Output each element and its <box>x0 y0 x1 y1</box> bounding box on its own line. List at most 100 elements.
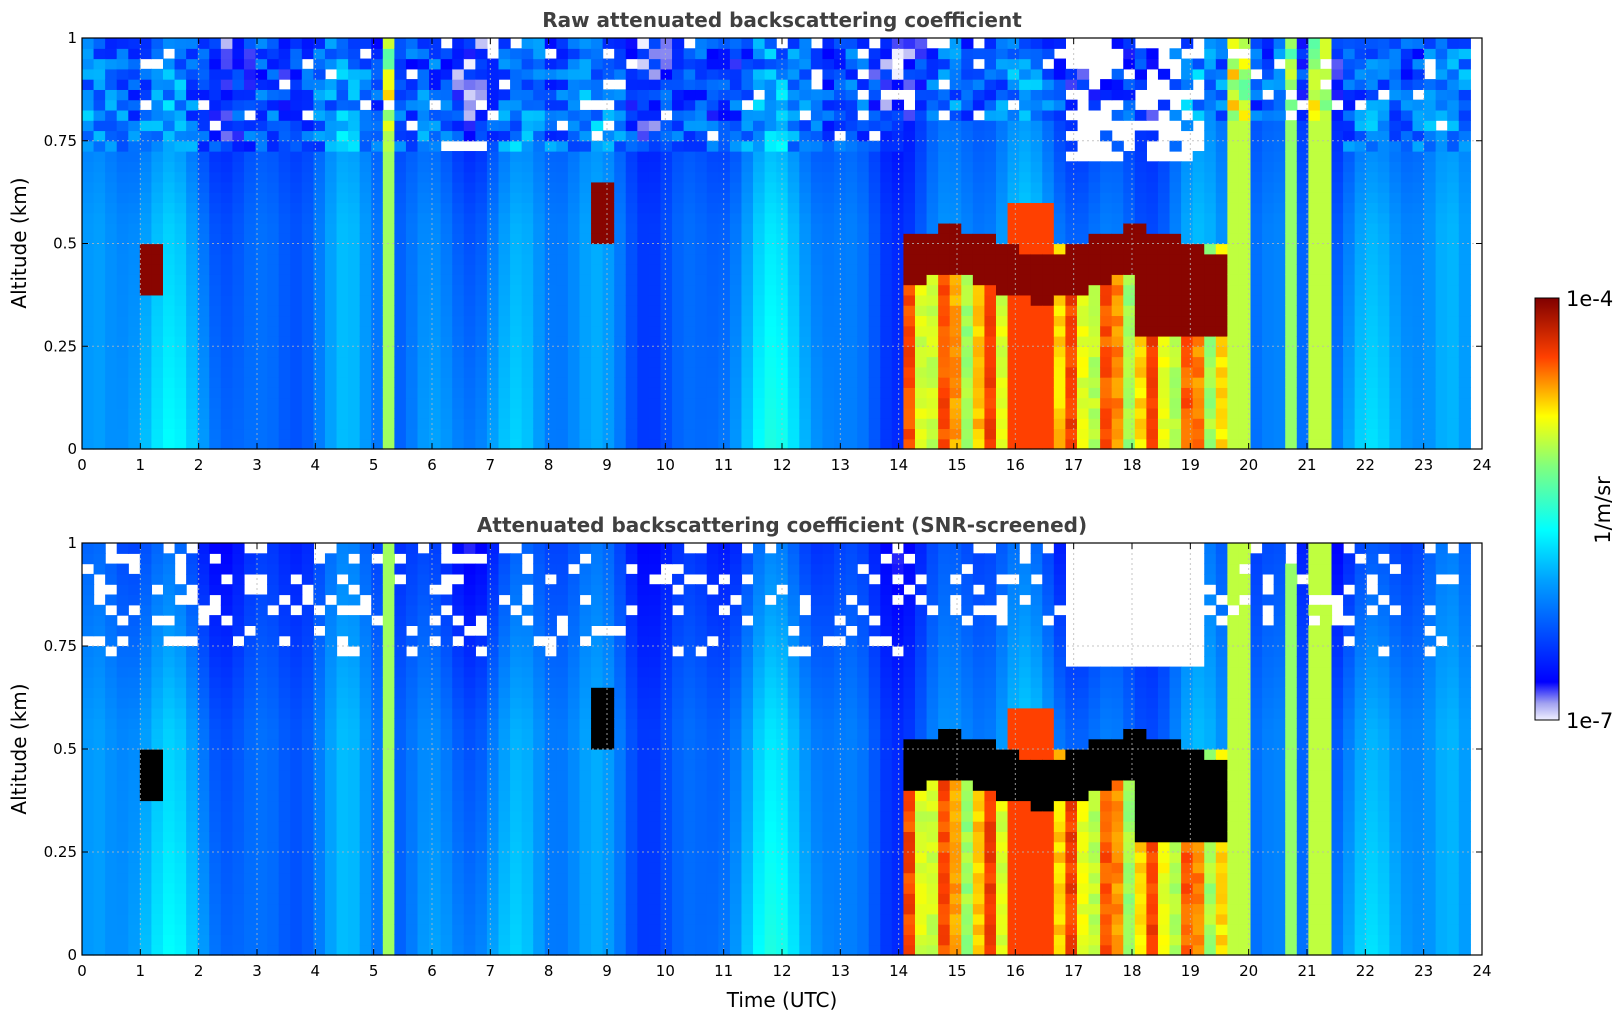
heatmap-cell <box>267 68 280 80</box>
heatmap-cell <box>324 387 338 399</box>
heatmap-cell <box>521 305 534 317</box>
heatmap-cell <box>1447 99 1460 111</box>
heatmap-cell <box>857 99 870 111</box>
heatmap-cell <box>764 99 777 111</box>
heatmap-cell <box>695 130 708 142</box>
heatmap-cell <box>324 305 338 317</box>
heatmap-cell <box>1400 418 1414 430</box>
heatmap-cell <box>799 89 812 101</box>
heatmap-cell <box>845 418 858 430</box>
heatmap-cell <box>834 325 847 337</box>
heatmap-cell <box>255 294 268 306</box>
heatmap-cell <box>162 161 176 173</box>
heatmap-cell <box>1250 140 1263 152</box>
heatmap-cell <box>683 366 696 378</box>
heatmap-cell <box>764 192 777 204</box>
heatmap-cell <box>1007 48 1020 60</box>
heatmap-cell <box>1273 264 1286 275</box>
heatmap-cell <box>93 646 106 657</box>
heatmap-cell <box>602 407 615 419</box>
heatmap-cell <box>255 181 268 193</box>
heatmap-cell <box>1157 418 1171 430</box>
heatmap-cell <box>799 356 812 368</box>
heatmap-cell <box>741 68 754 80</box>
heatmap-cell <box>1319 202 1333 214</box>
heatmap-cell <box>567 407 581 419</box>
heatmap-cell <box>1100 202 1113 214</box>
heatmap-cell <box>429 89 442 101</box>
heatmap-cell <box>591 79 604 90</box>
heatmap-cell <box>764 79 777 90</box>
heatmap-cell <box>1285 294 1298 306</box>
heatmap-cell <box>1030 79 1043 90</box>
heatmap-cell <box>1065 68 1078 80</box>
heatmap-cell <box>1354 48 1367 60</box>
heatmap-cell <box>556 243 569 255</box>
heatmap-cell <box>1134 253 1147 265</box>
heatmap-cell <box>903 346 916 358</box>
heatmap-cell <box>1389 68 1402 80</box>
heatmap-cell <box>93 553 106 565</box>
heatmap-cell <box>255 397 268 409</box>
heatmap-cell <box>82 862 95 874</box>
heatmap-cell <box>105 687 118 699</box>
heatmap-cell <box>151 852 164 863</box>
heatmap-cell <box>1447 346 1460 358</box>
heatmap-cell <box>151 387 164 399</box>
heatmap-cell <box>429 192 442 204</box>
heatmap-cell <box>243 407 257 419</box>
heatmap-cell <box>1458 418 1471 430</box>
heatmap-cell <box>336 284 349 296</box>
heatmap-cell <box>648 161 662 173</box>
heatmap-cell <box>591 151 604 162</box>
heatmap-cell <box>1227 243 1240 255</box>
heatmap-cell <box>1157 407 1171 419</box>
heatmap-cell <box>822 438 835 450</box>
heatmap-cell <box>556 161 569 173</box>
heatmap-cell <box>614 274 627 286</box>
heatmap-cell <box>382 366 395 378</box>
heatmap-cell <box>1447 305 1460 317</box>
heatmap-cell <box>1227 68 1240 80</box>
heatmap-cell <box>1030 48 1043 60</box>
heatmap-cell <box>197 181 210 193</box>
heatmap-cell <box>834 366 847 378</box>
heatmap-cell <box>961 48 974 60</box>
heatmap-cell <box>82 543 95 554</box>
heatmap-cell <box>1366 428 1379 440</box>
heatmap-cell <box>82 852 95 863</box>
heatmap-cell <box>1389 130 1402 142</box>
heatmap-cell <box>116 418 129 430</box>
heatmap-cell <box>567 202 581 214</box>
heatmap-cell <box>278 387 291 399</box>
heatmap-cell <box>440 222 453 234</box>
heatmap-cell <box>1377 79 1390 90</box>
heatmap-cell <box>1308 48 1321 60</box>
heatmap-cell <box>556 315 569 327</box>
heatmap-cell <box>82 934 95 946</box>
heatmap-cell <box>614 212 627 224</box>
heatmap-cell <box>151 346 164 358</box>
heatmap-cell <box>1042 253 1055 265</box>
heatmap-cell <box>105 790 118 802</box>
heatmap-cell <box>857 325 870 337</box>
heatmap-cell <box>1354 243 1367 255</box>
heatmap-cell <box>1273 120 1286 132</box>
heatmap-cell <box>209 140 222 152</box>
heatmap-cell <box>267 346 280 358</box>
heatmap-cell <box>209 356 222 368</box>
heatmap-cell <box>1076 79 1090 90</box>
heatmap-cell <box>1181 387 1194 399</box>
heatmap-cell <box>128 48 141 60</box>
heatmap-cell <box>1308 140 1321 152</box>
heatmap-cell <box>336 38 349 49</box>
heatmap-cell <box>186 120 199 132</box>
heatmap-cell <box>324 377 338 388</box>
heatmap-cell <box>729 202 743 214</box>
heatmap-cell <box>1111 407 1124 419</box>
heatmap-cell <box>313 407 326 419</box>
heatmap-cell <box>972 192 986 204</box>
heatmap-cell <box>625 161 638 173</box>
heatmap-cell <box>1319 68 1333 80</box>
heatmap-cell <box>706 233 719 245</box>
